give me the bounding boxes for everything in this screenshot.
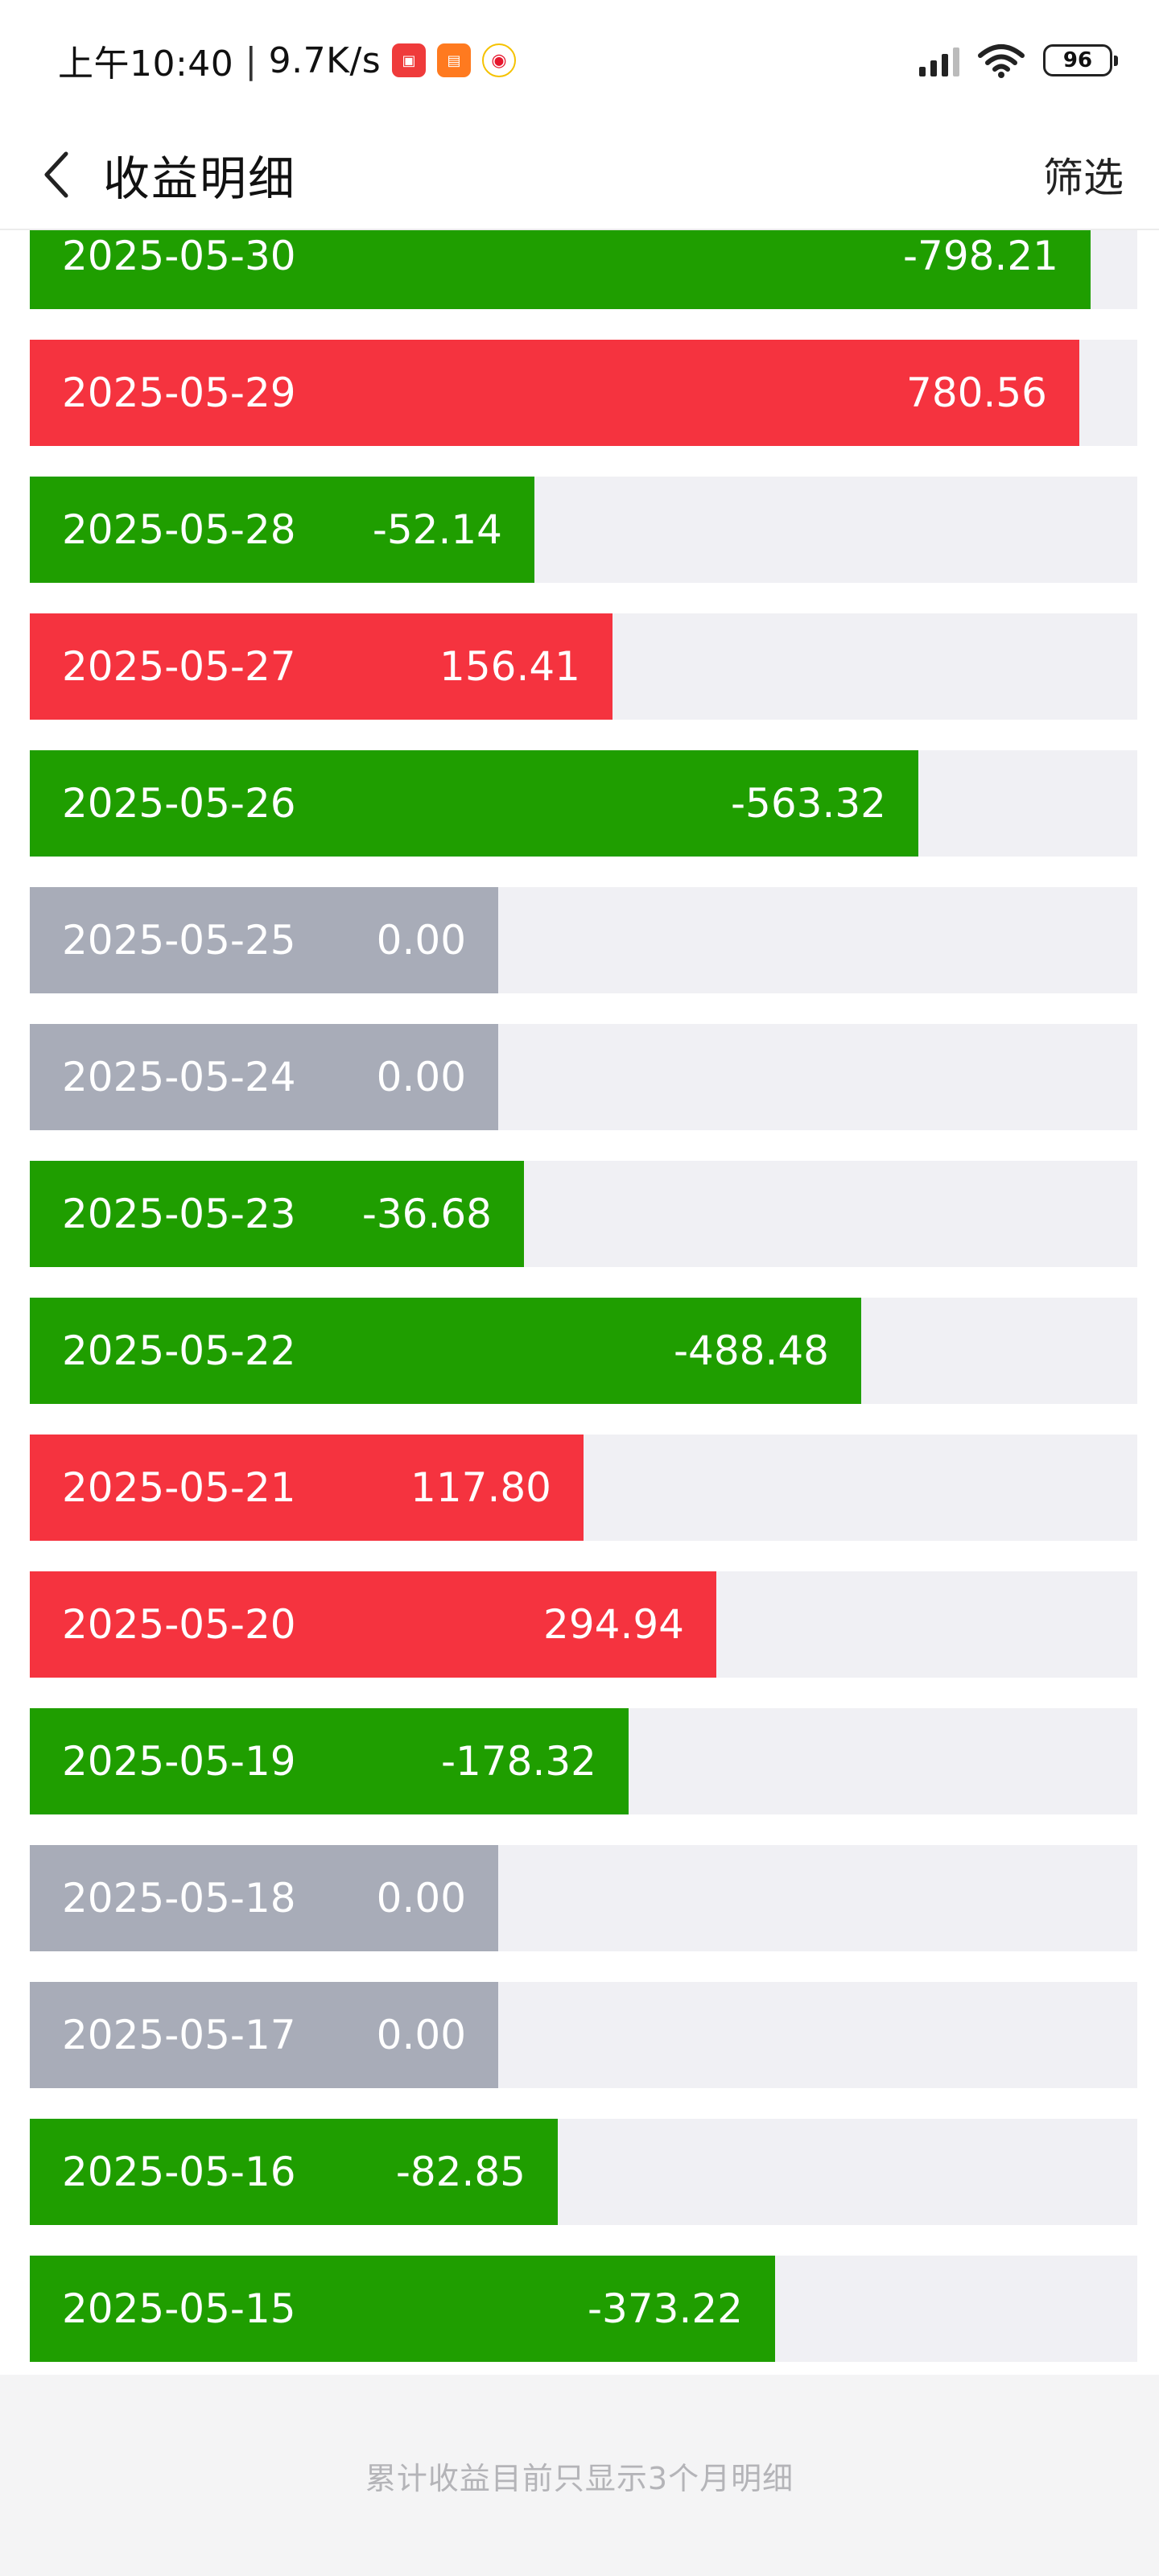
header-left: 收益明细 (32, 141, 296, 208)
row-amount: 156.41 (439, 643, 580, 690)
amount-bar: 2025-05-28 -52.14 (30, 477, 534, 583)
row-amount: 117.80 (410, 1464, 551, 1511)
battery-icon: 96 (1043, 44, 1118, 76)
status-left: 上午10:40 | 9.7K/s ▣ ▤ ◉ (58, 35, 517, 86)
amount-bar: 2025-05-29 780.56 (30, 340, 1079, 446)
app-red-icon: ▣ (392, 43, 427, 77)
row-date: 2025-05-23 (62, 1191, 296, 1237)
row-amount: -563.32 (731, 780, 886, 827)
list-item[interactable]: 2025-05-16 -82.85 (30, 2119, 1137, 2225)
network-speed: 9.7K/s (268, 39, 382, 81)
row-date: 2025-05-29 (62, 369, 296, 416)
row-date: 2025-05-17 (62, 2012, 296, 2058)
row-amount: 0.00 (376, 2012, 466, 2058)
list-item[interactable]: 2025-05-22 -488.48 (30, 1298, 1137, 1404)
row-date: 2025-05-15 (62, 2285, 296, 2332)
amount-bar: 2025-05-19 -178.32 (30, 1708, 629, 1814)
list-item[interactable]: 2025-05-28 -52.14 (30, 477, 1137, 583)
wifi-icon (978, 44, 1025, 78)
list-item[interactable]: 2025-05-30 -798.21 (30, 230, 1137, 309)
row-date: 2025-05-20 (62, 1601, 296, 1648)
amount-bar: 2025-05-22 -488.48 (30, 1298, 861, 1404)
earnings-list[interactable]: 2025-05-30 -798.21 2025-05-29 780.56 2025-05… (0, 230, 1159, 2375)
amount-bar: 2025-05-27 156.41 (30, 613, 612, 720)
row-amount: -488.48 (674, 1327, 829, 1374)
row-date: 2025-05-25 (62, 917, 296, 964)
row-amount: -798.21 (903, 233, 1058, 279)
status-bar: 上午10:40 | 9.7K/s ▣ ▤ ◉ 96 (0, 0, 1159, 121)
list-item[interactable]: 2025-05-17 0.00 (30, 1982, 1137, 2088)
chevron-left-icon (44, 151, 68, 198)
list-item[interactable]: 2025-05-27 156.41 (30, 613, 1137, 720)
row-date: 2025-05-24 (62, 1054, 296, 1100)
amount-bar: 2025-05-21 117.80 (30, 1435, 584, 1541)
amount-bar: 2025-05-15 -373.22 (30, 2256, 775, 2362)
page-title: 收益明细 (103, 151, 297, 206)
clock: 上午10:40 (58, 43, 234, 85)
row-date: 2025-05-19 (62, 1738, 296, 1785)
amount-bar: 2025-05-26 -563.32 (30, 750, 918, 857)
amount-bar: 2025-05-23 -36.68 (30, 1161, 524, 1267)
battery-level: 96 (1062, 48, 1093, 72)
list-item[interactable]: 2025-05-20 294.94 (30, 1571, 1137, 1678)
status-right: 96 (919, 43, 1118, 78)
status-separator: | (245, 39, 258, 81)
row-amount: -178.32 (441, 1738, 596, 1785)
filter-button[interactable]: 筛选 (1043, 155, 1124, 201)
row-amount: -52.14 (372, 506, 502, 553)
amount-bar: 2025-05-30 -798.21 (30, 230, 1091, 309)
list-item[interactable]: 2025-05-15 -373.22 (30, 2256, 1137, 2362)
list-item[interactable]: 2025-05-19 -178.32 (30, 1708, 1137, 1814)
weibo-icon: ◉ (482, 43, 517, 77)
list-item[interactable]: 2025-05-29 780.56 (30, 340, 1137, 446)
row-date: 2025-05-26 (62, 780, 296, 827)
row-date: 2025-05-28 (62, 506, 296, 553)
amount-bar: 2025-05-17 0.00 (30, 1982, 498, 2088)
back-button[interactable] (32, 147, 80, 203)
amount-bar: 2025-05-20 294.94 (30, 1571, 716, 1678)
row-date: 2025-05-27 (62, 643, 296, 690)
amount-bar: 2025-05-18 0.00 (30, 1845, 498, 1951)
amount-bar: 2025-05-24 0.00 (30, 1024, 498, 1130)
footer-note: 累计收益目前只显示3个月明细 (365, 2460, 794, 2496)
list-item[interactable]: 2025-05-26 -563.32 (30, 750, 1137, 857)
list-item[interactable]: 2025-05-24 0.00 (30, 1024, 1137, 1130)
amount-bar: 2025-05-25 0.00 (30, 887, 498, 993)
row-date: 2025-05-18 (62, 1875, 296, 1922)
row-date: 2025-05-30 (62, 233, 296, 279)
row-amount: -82.85 (395, 2149, 526, 2195)
row-amount: 294.94 (543, 1601, 684, 1648)
row-amount: -36.68 (361, 1191, 492, 1237)
app-orange-icon: ▤ (437, 43, 472, 77)
amount-bar: 2025-05-16 -82.85 (30, 2119, 558, 2225)
row-amount: 780.56 (906, 369, 1047, 416)
row-amount: 0.00 (376, 1054, 466, 1100)
list-item[interactable]: 2025-05-23 -36.68 (30, 1161, 1137, 1267)
row-amount: -373.22 (588, 2285, 743, 2332)
row-amount: 0.00 (376, 917, 466, 964)
row-amount: 0.00 (376, 1875, 466, 1922)
signal-icon (919, 44, 959, 76)
row-date: 2025-05-21 (62, 1464, 296, 1511)
top-nav-bar: 收益明细 筛选 (0, 121, 1159, 230)
list-item[interactable]: 2025-05-25 0.00 (30, 887, 1137, 993)
row-date: 2025-05-16 (62, 2149, 296, 2195)
footer: 累计收益目前只显示3个月明细 (0, 2375, 1159, 2576)
list-item[interactable]: 2025-05-18 0.00 (30, 1845, 1137, 1951)
list-item[interactable]: 2025-05-21 117.80 (30, 1435, 1137, 1541)
row-date: 2025-05-22 (62, 1327, 296, 1374)
